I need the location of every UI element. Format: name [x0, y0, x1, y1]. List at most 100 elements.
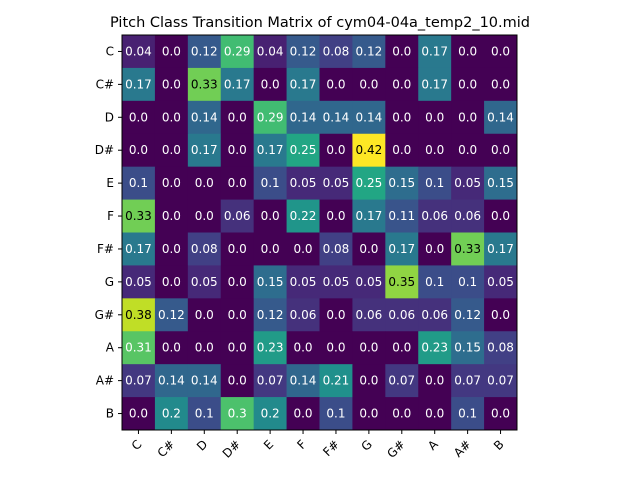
- heatmap-cell: [220, 67, 255, 102]
- cell-value-label: 0.29: [257, 110, 284, 124]
- heatmap-cell: [187, 298, 222, 332]
- cell-value-label: 0.33: [191, 77, 218, 91]
- cell-value-label: 0.0: [162, 341, 181, 355]
- y-tick-label: A#: [96, 374, 114, 388]
- cell-value-label: 0.14: [356, 110, 383, 124]
- heatmap-cell: [385, 35, 419, 69]
- cell-value-label: 0.0: [162, 242, 181, 256]
- cell-value-label: 0.05: [323, 275, 350, 289]
- heatmap-cell: [418, 364, 452, 398]
- cell-value-label: 0.05: [191, 275, 218, 289]
- heatmap-cell: [352, 331, 386, 365]
- cell-value-label: 0.0: [458, 110, 477, 124]
- heatmap-cell: [418, 397, 452, 431]
- cell-value-label: 0.14: [290, 110, 317, 124]
- heatmap-cell: [122, 364, 156, 398]
- cell-value-label: 0.06: [421, 209, 448, 223]
- cell-value-label: 0.06: [388, 308, 415, 322]
- heatmap-cell: [451, 298, 485, 332]
- heatmap-cell: [154, 364, 189, 398]
- cell-value-label: 0.15: [257, 275, 284, 289]
- cell-value-label: 0.0: [293, 341, 312, 355]
- cell-value-label: 0.0: [129, 110, 148, 124]
- cell-value-label: 0.17: [191, 143, 218, 157]
- cell-value-label: 0.0: [458, 77, 477, 91]
- cell-value-label: 0.38: [125, 308, 152, 322]
- heatmap-cell: [385, 67, 419, 102]
- cell-value-label: 0.29: [224, 44, 251, 58]
- cell-value-label: 0.05: [487, 275, 514, 289]
- heatmap-cell: [122, 35, 156, 69]
- heatmap-cell: [385, 397, 419, 431]
- heatmap-cell: [319, 67, 353, 102]
- cell-value-label: 0.14: [290, 374, 317, 388]
- heatmap-cell: [154, 331, 189, 365]
- cell-value-label: 0.1: [261, 176, 280, 190]
- cell-value-label: 0.0: [491, 209, 510, 223]
- y-tick-label: G#: [95, 308, 114, 322]
- cell-value-label: 0.0: [162, 77, 181, 91]
- heatmap-cell: [484, 100, 518, 135]
- heatmap-cell: [352, 232, 386, 266]
- heatmap-cell: [418, 35, 452, 69]
- cell-value-label: 0.0: [392, 407, 411, 421]
- cell-value-label: 0.17: [487, 242, 514, 256]
- heatmap-cell: [187, 166, 222, 200]
- heatmap-cell: [286, 298, 320, 332]
- cell-value-label: 0.31: [125, 341, 152, 355]
- heatmap-cell: [220, 397, 255, 431]
- heatmap-cell: [484, 232, 518, 266]
- heatmap-cell: [352, 67, 386, 102]
- heatmap-cell: [484, 397, 518, 431]
- heatmap-cell: [418, 265, 452, 299]
- cell-value-label: 0.0: [425, 110, 444, 124]
- cell-value-label: 0.1: [425, 275, 444, 289]
- heatmap-cell: [220, 265, 255, 299]
- cell-value-label: 0.05: [290, 275, 317, 289]
- cell-value-label: 0.14: [158, 374, 185, 388]
- heatmap-cell: [286, 232, 320, 266]
- cell-value-label: 0.1: [458, 407, 477, 421]
- cell-value-label: 0.0: [228, 176, 247, 190]
- heatmap-cell: [286, 35, 320, 69]
- cell-value-label: 0.0: [129, 143, 148, 157]
- cell-value-label: 0.08: [191, 242, 218, 256]
- cell-value-label: 0.05: [125, 275, 152, 289]
- cell-value-label: 0.0: [228, 242, 247, 256]
- heatmap-cell: [319, 298, 353, 332]
- heatmap-cell: [319, 232, 353, 266]
- cell-value-label: 0.0: [261, 242, 280, 256]
- heatmap-cell: [418, 100, 452, 135]
- heatmap-cell: [253, 100, 287, 135]
- heatmap-cell: [352, 298, 386, 332]
- cell-value-label: 0.05: [290, 176, 317, 190]
- heatmap-cell: [187, 232, 222, 266]
- heatmap-cell: [253, 364, 287, 398]
- heatmap-cell: [319, 133, 353, 168]
- heatmap-cell: [253, 199, 287, 233]
- cell-value-label: 0.0: [359, 242, 378, 256]
- cell-value-label: 0.17: [421, 44, 448, 58]
- heatmap-cell: [451, 364, 485, 398]
- cell-value-label: 0.08: [323, 44, 350, 58]
- heatmap-cell: [352, 265, 386, 299]
- heatmap-cell: [122, 133, 156, 168]
- heatmap-cell: [154, 67, 189, 102]
- cell-value-label: 0.15: [454, 341, 481, 355]
- cell-value-label: 0.0: [228, 143, 247, 157]
- cell-value-label: 0.15: [388, 176, 415, 190]
- cell-value-label: 0.0: [293, 407, 312, 421]
- heatmap-cell: [253, 166, 287, 200]
- cell-value-label: 0.21: [323, 374, 350, 388]
- cell-value-label: 0.0: [458, 44, 477, 58]
- heatmap-cell: [451, 100, 485, 135]
- cell-value-label: 0.0: [392, 77, 411, 91]
- heatmap-cell: [286, 199, 320, 233]
- heatmap-cell: [286, 364, 320, 398]
- heatmap-cell: [352, 133, 386, 168]
- cell-value-label: 0.08: [323, 242, 350, 256]
- cell-value-label: 0.0: [162, 176, 181, 190]
- heatmap-cell: [187, 133, 222, 168]
- heatmap-cell: [385, 298, 419, 332]
- heatmap-cell: [122, 166, 156, 200]
